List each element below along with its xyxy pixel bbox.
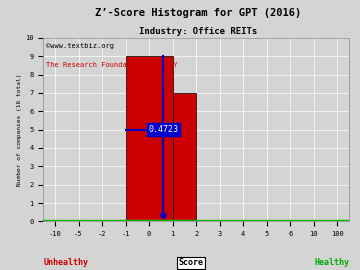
Bar bbox=[126, 56, 173, 221]
Y-axis label: Number of companies (16 total): Number of companies (16 total) bbox=[17, 73, 22, 186]
Text: Healthy: Healthy bbox=[314, 258, 349, 267]
Text: Unhealthy: Unhealthy bbox=[43, 258, 88, 267]
Text: Industry: Office REITs: Industry: Office REITs bbox=[139, 27, 257, 36]
Text: Z’-Score Histogram for GPT (2016): Z’-Score Histogram for GPT (2016) bbox=[95, 8, 301, 18]
Bar bbox=[173, 93, 196, 221]
Text: Score: Score bbox=[178, 258, 203, 267]
Text: ©www.textbiz.org: ©www.textbiz.org bbox=[46, 43, 114, 49]
Text: The Research Foundation of SUNY: The Research Foundation of SUNY bbox=[46, 62, 178, 68]
Text: 0.4723: 0.4723 bbox=[148, 125, 178, 134]
